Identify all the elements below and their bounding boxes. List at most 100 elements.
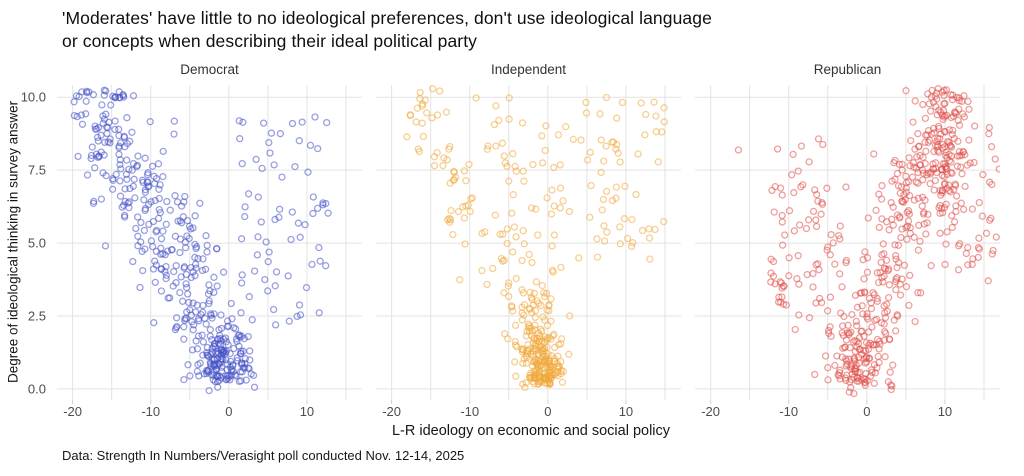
data-point bbox=[919, 176, 927, 184]
data-point bbox=[75, 92, 83, 101]
data-point bbox=[503, 225, 511, 233]
data-point bbox=[818, 200, 827, 208]
data-point bbox=[616, 223, 624, 231]
data-point bbox=[975, 198, 983, 207]
data-point bbox=[905, 154, 913, 162]
data-point bbox=[183, 308, 191, 316]
data-point bbox=[893, 169, 902, 178]
data-point bbox=[593, 235, 601, 243]
data-point bbox=[311, 113, 319, 121]
data-point bbox=[217, 363, 226, 371]
data-point bbox=[107, 101, 115, 109]
data-point bbox=[208, 336, 216, 344]
data-point bbox=[508, 209, 516, 217]
data-point bbox=[519, 167, 527, 175]
data-point bbox=[511, 341, 520, 349]
data-point bbox=[196, 359, 204, 367]
data-point bbox=[419, 132, 428, 141]
data-point bbox=[430, 153, 439, 161]
data-point bbox=[562, 123, 570, 131]
data-point bbox=[265, 138, 273, 147]
data-point bbox=[898, 160, 906, 168]
data-point bbox=[867, 304, 876, 313]
data-point bbox=[550, 163, 558, 172]
data-point bbox=[941, 163, 949, 171]
data-point bbox=[650, 98, 658, 106]
data-point bbox=[295, 137, 303, 145]
data-point bbox=[954, 116, 962, 125]
data-point bbox=[505, 279, 513, 287]
data-point bbox=[500, 289, 508, 297]
data-point bbox=[121, 185, 129, 193]
data-point bbox=[430, 162, 439, 170]
data-point bbox=[545, 372, 553, 381]
data-point bbox=[123, 175, 131, 183]
data-point bbox=[538, 132, 546, 140]
data-point bbox=[883, 307, 891, 316]
data-point bbox=[812, 216, 820, 224]
data-point bbox=[498, 139, 507, 147]
data-point bbox=[779, 282, 787, 290]
data-point bbox=[597, 136, 605, 144]
data-point bbox=[237, 377, 245, 385]
data-point bbox=[938, 186, 947, 195]
data-point bbox=[275, 205, 284, 213]
data-point bbox=[527, 373, 535, 382]
data-point bbox=[202, 232, 210, 240]
data-point bbox=[910, 233, 918, 241]
data-point bbox=[842, 258, 850, 267]
data-point bbox=[250, 267, 259, 275]
data-point bbox=[829, 239, 837, 247]
data-point bbox=[191, 240, 199, 249]
data-point bbox=[116, 94, 124, 102]
data-point bbox=[185, 234, 193, 243]
data-point bbox=[211, 349, 220, 357]
data-point bbox=[527, 293, 536, 302]
data-point bbox=[529, 160, 537, 169]
data-point bbox=[111, 117, 119, 125]
data-point bbox=[108, 185, 117, 193]
data-point bbox=[900, 261, 909, 269]
data-point bbox=[141, 204, 150, 213]
data-point bbox=[538, 281, 546, 290]
data-point bbox=[118, 203, 126, 211]
data-point bbox=[505, 177, 513, 185]
x-tick-label: -10 bbox=[779, 404, 798, 419]
data-point bbox=[616, 158, 624, 166]
data-point bbox=[172, 314, 181, 322]
data-point bbox=[632, 190, 640, 199]
data-point bbox=[955, 96, 963, 105]
data-point bbox=[512, 274, 520, 283]
data-point bbox=[241, 359, 249, 368]
data-point bbox=[237, 332, 246, 340]
data-point bbox=[212, 372, 220, 380]
data-point bbox=[511, 162, 519, 171]
data-point bbox=[82, 97, 90, 105]
data-point bbox=[789, 150, 797, 159]
facet-panel: -20 -10 0 10 bbox=[376, 85, 681, 419]
data-point bbox=[987, 143, 996, 151]
data-point bbox=[161, 268, 169, 276]
data-point bbox=[136, 283, 144, 292]
data-point bbox=[831, 361, 839, 370]
data-point bbox=[652, 128, 660, 136]
data-point bbox=[214, 339, 223, 347]
data-point bbox=[556, 184, 565, 192]
data-point bbox=[945, 126, 954, 134]
data-point bbox=[93, 133, 102, 142]
data-point bbox=[944, 137, 952, 146]
data-point bbox=[519, 346, 527, 354]
data-point bbox=[315, 243, 323, 252]
data-point bbox=[284, 272, 292, 280]
data-point bbox=[154, 160, 163, 168]
y-tick-labels: 10.0 7.5 5.0 2.5 0.0 bbox=[14, 85, 52, 400]
data-point bbox=[239, 118, 247, 126]
data-point bbox=[896, 189, 904, 197]
data-point bbox=[799, 181, 807, 189]
data-point bbox=[252, 155, 260, 164]
data-point bbox=[227, 371, 236, 379]
data-point bbox=[450, 167, 458, 176]
data-point bbox=[836, 235, 844, 243]
data-point bbox=[565, 207, 574, 216]
data-point bbox=[902, 184, 910, 192]
